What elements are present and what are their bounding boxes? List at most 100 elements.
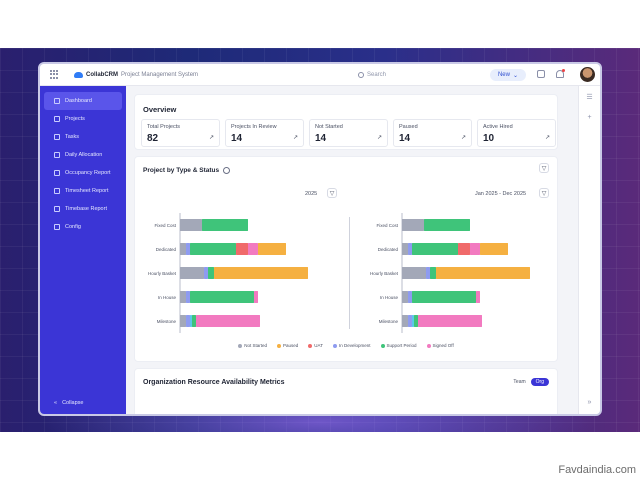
sidebar-item-projects[interactable]: Projects [44, 110, 122, 128]
clock-icon [54, 206, 60, 212]
expand-icon[interactable]: » [587, 399, 592, 406]
checkbox-icon [54, 134, 60, 140]
bar-segment[interactable] [180, 243, 186, 255]
stat-card-total-projects[interactable]: Total Projects 82 ↗ [141, 119, 220, 147]
bar-segment[interactable] [248, 243, 258, 255]
bar-segment[interactable] [186, 291, 190, 303]
bar-segment[interactable] [402, 219, 424, 231]
bar-segment[interactable] [254, 291, 258, 303]
bar-segment[interactable] [192, 315, 196, 327]
bar-segment[interactable] [190, 243, 236, 255]
bar-segment[interactable] [414, 315, 418, 327]
bar-segment[interactable] [402, 291, 408, 303]
stat-label: Total Projects [147, 124, 181, 130]
legend-swatch [277, 343, 282, 348]
sidebar-item-label: Projects [65, 116, 85, 122]
left-chart-year[interactable]: 2025 [305, 191, 318, 197]
arrow-icon: ↗ [544, 135, 550, 141]
brand[interactable]: CollabCRM Project Management System [74, 71, 199, 78]
sidebar-item-timesheet-report[interactable]: Timesheet Report [44, 182, 122, 200]
team-org-toggle[interactable]: Team Org [513, 378, 549, 386]
bar-segment[interactable] [402, 243, 408, 255]
bar-segment[interactable] [476, 291, 480, 303]
calendar-icon[interactable] [537, 70, 545, 78]
right-filter-icon[interactable]: ▽ [539, 188, 549, 198]
bar-segment[interactable] [180, 219, 202, 231]
info-icon[interactable] [223, 167, 231, 174]
stat-card-projects-in-review[interactable]: Projects In Review 14 ↗ [225, 119, 304, 147]
stat-label: Not Started [315, 124, 343, 130]
timesheet-icon [54, 188, 60, 194]
bar-segment[interactable] [424, 219, 470, 231]
bar-segment[interactable] [418, 315, 482, 327]
legend-item: In Development [332, 343, 371, 348]
allocation-icon [54, 152, 60, 158]
avatar[interactable] [580, 67, 595, 82]
bar-segment[interactable] [180, 291, 186, 303]
bar-segment[interactable] [412, 243, 458, 255]
filter-icon[interactable]: ▽ [539, 163, 549, 173]
toggle-team[interactable]: Team [513, 379, 526, 385]
stat-card-not-started[interactable]: Not Started 14 ↗ [309, 119, 388, 147]
bell-icon[interactable] [556, 69, 565, 78]
right-chart-date-range[interactable]: Jan 2025 - Dec 2025 [475, 191, 527, 197]
category-label: Dedicated [378, 247, 399, 252]
bar-segment[interactable] [204, 267, 208, 279]
stat-card-paused[interactable]: Paused 14 ↗ [393, 119, 472, 147]
right-rail: ☰ + » [578, 86, 600, 414]
sidebar-item-dashboard[interactable]: Dashboard [44, 92, 122, 110]
bar-segment[interactable] [408, 291, 412, 303]
bar-segment[interactable] [470, 243, 480, 255]
bar-segment[interactable] [436, 267, 530, 279]
bar-segment[interactable] [214, 267, 308, 279]
bar-segment[interactable] [190, 315, 192, 327]
sidebar-item-timebase-report[interactable]: Timebase Report [44, 200, 122, 218]
collapse-button[interactable]: « Collapse [54, 400, 83, 406]
bar-segment[interactable] [236, 243, 248, 255]
bar-segment[interactable] [408, 315, 412, 327]
top-bar: CollabCRM Project Management System Sear… [40, 64, 600, 86]
bar-segment[interactable] [190, 291, 254, 303]
new-button[interactable]: New ⌄ [490, 69, 526, 81]
bar-segment[interactable] [426, 267, 430, 279]
brand-subtitle: Project Management System [121, 71, 199, 78]
stat-value: 14 [315, 133, 327, 144]
bar-segment[interactable] [458, 243, 470, 255]
bar-segment[interactable] [186, 315, 190, 327]
bar-segment[interactable] [402, 267, 426, 279]
overview-card: Overview Total Projects 82 ↗ Projects In… [134, 94, 558, 150]
bar-segment[interactable] [480, 243, 508, 255]
sidebar-item-tasks[interactable]: Tasks [44, 128, 122, 146]
bar-segment[interactable] [208, 267, 214, 279]
layout-icon[interactable]: ☰ [586, 94, 593, 101]
bar-segment[interactable] [180, 267, 204, 279]
search-input[interactable]: Search [358, 69, 478, 81]
bar-segment[interactable] [430, 267, 436, 279]
left-filter-icon[interactable]: ▽ [327, 188, 337, 198]
add-icon[interactable]: + [587, 114, 592, 121]
legend-swatch [308, 343, 313, 348]
sidebar-item-daily-allocation[interactable]: Daily Allocation [44, 146, 122, 164]
bar-segment[interactable] [412, 315, 414, 327]
legend-label: Signed Off [432, 343, 454, 348]
bar-segment[interactable] [402, 315, 408, 327]
stat-card-active-hired[interactable]: Active Hired 10 ↗ [477, 119, 556, 147]
bar-segment[interactable] [258, 243, 286, 255]
sidebar-item-occupancy-report[interactable]: Occupancy Report [44, 164, 122, 182]
main-content: Overview Total Projects 82 ↗ Projects In… [126, 86, 578, 414]
org-title: Organization Resource Availability Metri… [143, 379, 285, 386]
category-label: Dedicated [156, 247, 177, 252]
sidebar-item-label: Timesheet Report [65, 188, 109, 194]
bar-segment[interactable] [186, 243, 190, 255]
gear-icon [54, 224, 60, 230]
bar-segment[interactable] [180, 315, 186, 327]
bar-segment[interactable] [412, 291, 476, 303]
apps-grid-icon[interactable] [50, 69, 60, 80]
bar-segment[interactable] [408, 243, 412, 255]
sidebar-item-config[interactable]: Config [44, 218, 122, 236]
bar-segment[interactable] [202, 219, 248, 231]
toggle-org[interactable]: Org [530, 378, 549, 386]
project-chart-card: Project by Type & Status ▽ 2025 ▽ Jan 20… [134, 156, 558, 362]
bar-segment[interactable] [196, 315, 260, 327]
sidebar: Dashboard Projects Tasks Daily Allocatio… [40, 86, 126, 414]
